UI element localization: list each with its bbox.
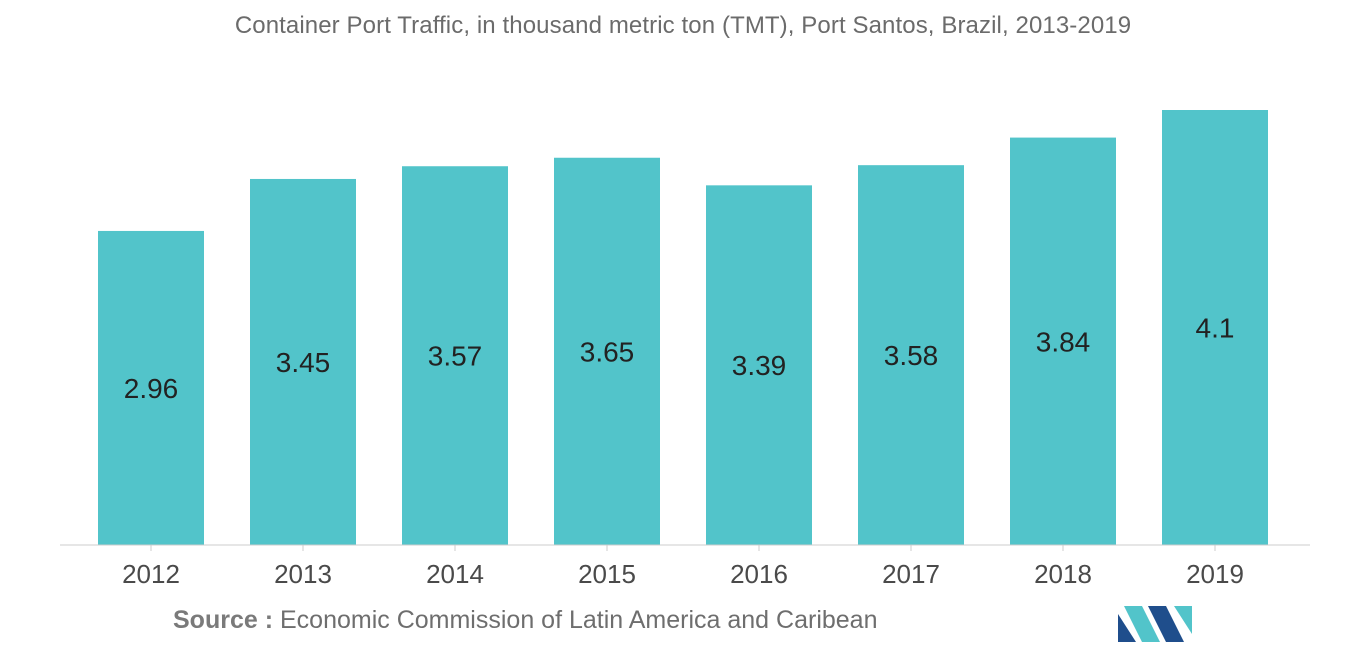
x-tick-label: 2017 (882, 559, 940, 589)
x-tick-label: 2019 (1186, 559, 1244, 589)
x-axis-ticks: 2012 2013 2014 2015 2016 2017 2018 2019 (122, 545, 1244, 589)
source-note: Source : Economic Commission of Latin Am… (173, 606, 877, 635)
source-key: Source : (173, 606, 274, 634)
bar-2012 (98, 230, 204, 545)
bar-2019 (1162, 110, 1268, 545)
x-tick-label: 2015 (578, 559, 636, 589)
x-tick-label: 2016 (730, 559, 788, 589)
bar-value-label: 3.84 (1036, 326, 1091, 357)
bar-2013 (250, 178, 356, 545)
bar-value-label: 3.65 (580, 336, 635, 367)
bar-value-label: 4.1 (1196, 313, 1235, 344)
x-tick-label: 2018 (1034, 559, 1092, 589)
x-tick-label: 2013 (274, 559, 332, 589)
bar-chart: 2.96 3.45 3.57 3.65 3.39 3.58 3.84 4.1 2012 2013… (60, 110, 1310, 589)
bar-2017 (858, 165, 964, 546)
bar-value-label: 3.45 (276, 347, 331, 378)
bars-group: 2.96 3.45 3.57 3.65 3.39 3.58 3.84 4.1 (98, 110, 1268, 546)
bar-value-label: 3.57 (428, 341, 483, 372)
bar-value-label: 3.58 (884, 340, 939, 371)
bar-2014 (402, 166, 508, 546)
bar-value-label: 2.96 (124, 373, 179, 404)
bar-2015 (554, 157, 660, 545)
bar-2018 (1010, 137, 1116, 545)
chart-title: Container Port Traffic, in thousand metr… (234, 12, 1132, 39)
bar-2016 (706, 185, 812, 545)
x-tick-label: 2012 (122, 559, 180, 589)
x-tick-label: 2014 (426, 559, 484, 589)
mordor-intelligence-logo-icon (1118, 606, 1192, 642)
bar-value-label: 3.39 (732, 350, 787, 381)
source-text: Economic Commission of Latin America and… (279, 606, 878, 634)
